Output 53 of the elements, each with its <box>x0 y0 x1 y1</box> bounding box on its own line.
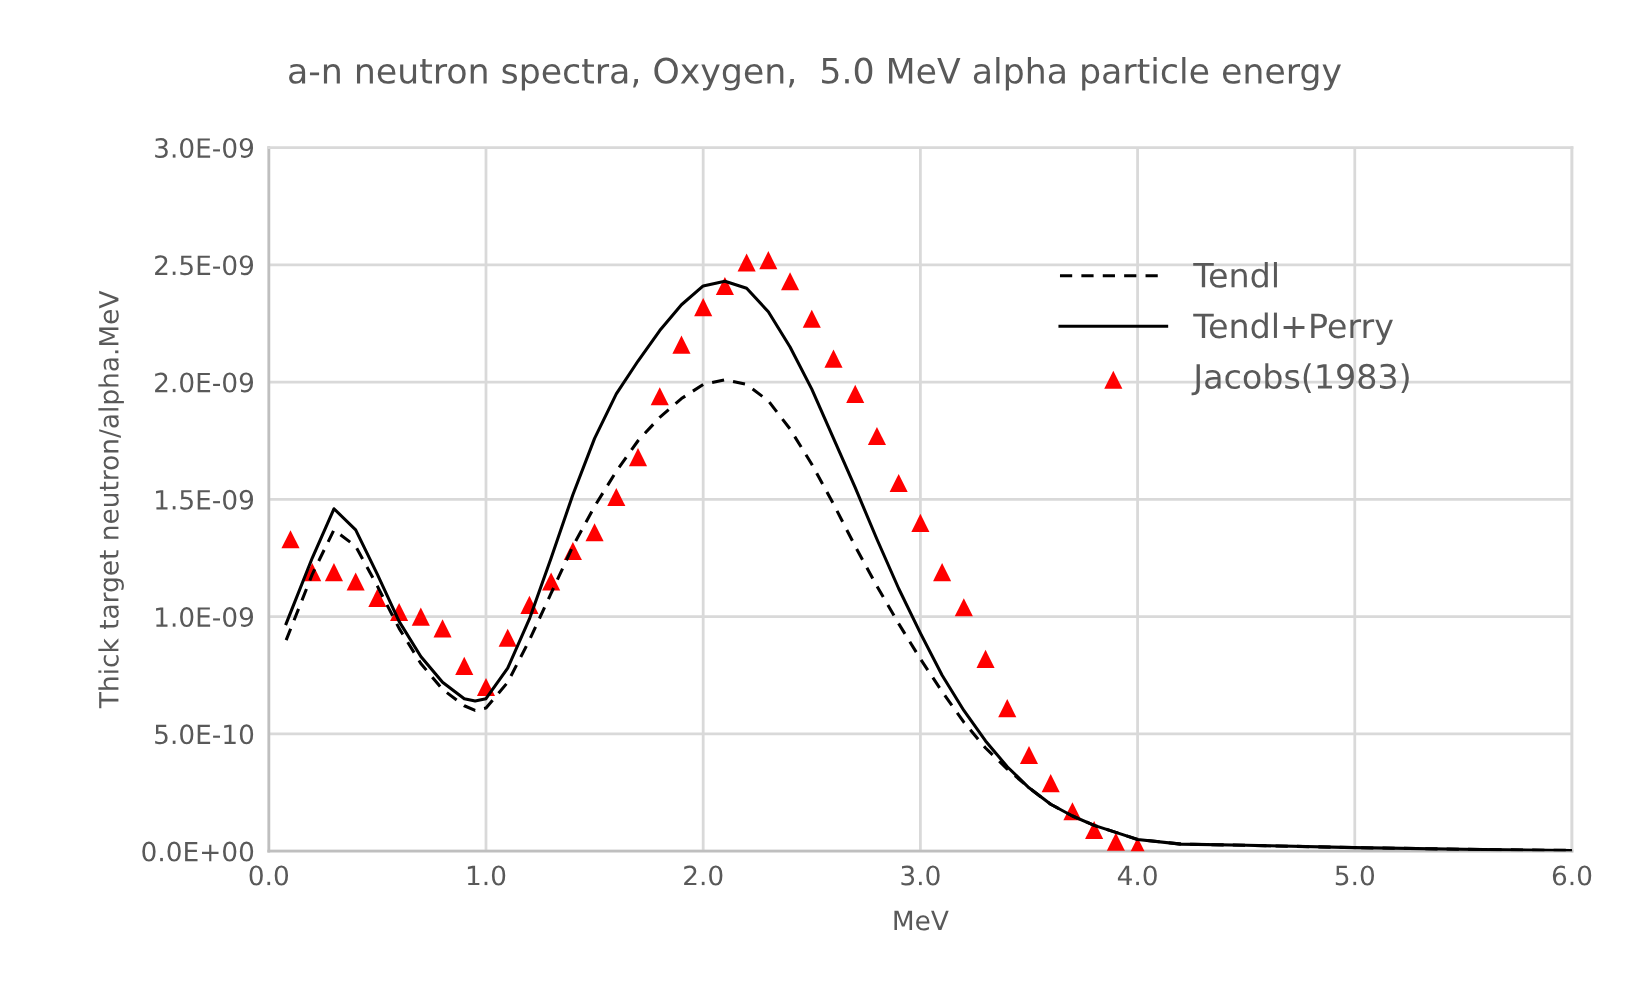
legend-label: Jacobs(1983) <box>1191 363 1409 396</box>
point <box>781 272 800 291</box>
x-tick-label: 5.0 <box>1335 865 1375 886</box>
x-tick-label: 3.0 <box>901 865 940 886</box>
point <box>607 487 626 507</box>
point <box>346 572 365 591</box>
point <box>411 607 430 626</box>
y-tick-label: 0.0E+00 <box>142 841 254 862</box>
x-axis-title: MeV <box>894 910 949 931</box>
point <box>498 628 517 647</box>
point <box>672 335 691 354</box>
point <box>954 598 973 617</box>
point <box>933 563 952 582</box>
y-tick-label: 3.0E-09 <box>155 138 254 158</box>
point <box>694 298 713 317</box>
y-axis-title: Thick target neutron/alpha.MeV <box>98 290 124 709</box>
point <box>650 387 669 406</box>
y-tick-label: 2.5E-09 <box>155 255 254 276</box>
point <box>802 309 821 328</box>
point <box>911 513 930 532</box>
y-tick-label: 1.0E-09 <box>156 607 254 628</box>
point <box>281 530 300 549</box>
point <box>1041 774 1060 793</box>
point <box>846 384 865 403</box>
point <box>998 699 1017 718</box>
x-tick-label: 1.0 <box>467 865 506 886</box>
point <box>324 563 343 582</box>
chart-title: a-n neutron spectra, Oxygen, 5.0 MeV alpha particle energy <box>289 57 1341 91</box>
x-tick-label: 4.0 <box>1117 865 1157 886</box>
point <box>433 619 452 638</box>
point <box>368 588 387 607</box>
point <box>1085 821 1104 840</box>
y-tick-label: 2.0E-09 <box>155 372 254 393</box>
point <box>759 251 778 270</box>
legend-label: Tendl+Perry <box>1193 312 1393 345</box>
y-tick-label: 1.5E-09 <box>156 489 254 510</box>
point <box>976 649 995 668</box>
point <box>628 448 648 467</box>
y-tick-label: 5.0E-10 <box>155 724 254 745</box>
point <box>1106 832 1125 851</box>
point <box>824 349 843 368</box>
x-tick-label: 2.0 <box>684 865 723 886</box>
point <box>1019 745 1039 765</box>
point <box>867 427 886 446</box>
point <box>737 253 756 272</box>
point <box>585 523 604 542</box>
point <box>542 572 561 591</box>
x-tick-label: 0.0 <box>249 865 289 886</box>
point <box>889 473 908 493</box>
point <box>715 276 734 296</box>
point <box>455 656 474 675</box>
legend-label: Tendl <box>1193 262 1277 288</box>
x-tick-label: 6.0 <box>1552 865 1592 886</box>
